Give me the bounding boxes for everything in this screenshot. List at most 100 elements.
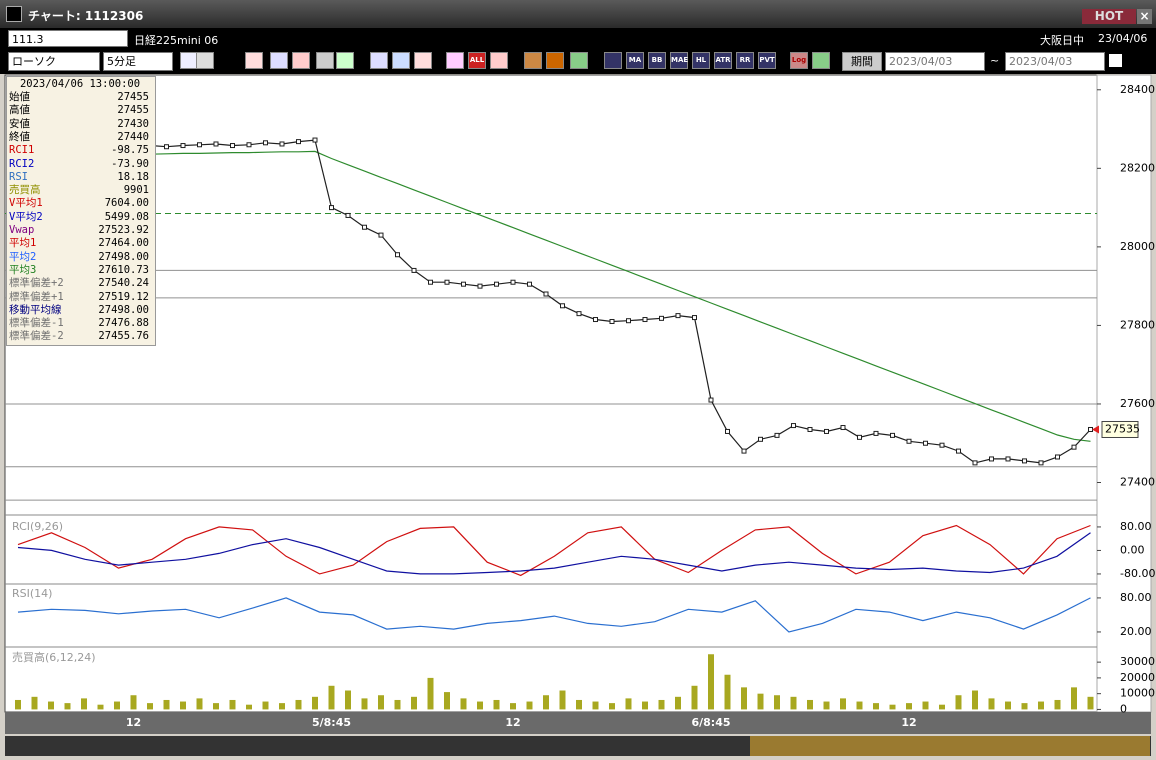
tool-button[interactable] <box>546 52 564 69</box>
date-from[interactable]: 2023/04/03 <box>885 52 985 71</box>
price-candle <box>362 224 367 230</box>
symbol-name: 日経225mini 06 <box>134 34 219 47</box>
volume-bar <box>477 701 483 710</box>
code-input[interactable]: 111.3 <box>8 30 128 47</box>
volume-bar <box>559 690 566 710</box>
info-value: 27476.88 <box>98 317 149 330</box>
tool-button[interactable] <box>812 52 830 69</box>
tool-button[interactable]: HL <box>692 52 710 69</box>
volume-bar <box>609 703 615 710</box>
volume-bar <box>906 703 912 710</box>
tool-button[interactable] <box>414 52 432 69</box>
chart-type-select[interactable]: ローソク <box>8 52 100 71</box>
volume-bar <box>279 703 285 710</box>
price-candle <box>494 281 499 287</box>
info-row: 標準偏差+1 27519.12 <box>9 291 151 304</box>
price-candle <box>692 315 697 321</box>
date-to[interactable]: 2023/04/03 <box>1005 52 1105 71</box>
info-label: V平均1 <box>9 197 43 210</box>
info-label: 高値 <box>9 104 30 117</box>
volume-bar <box>196 698 203 710</box>
volume-bar <box>1087 696 1094 710</box>
price-candle <box>989 456 994 462</box>
price-candle <box>477 283 483 289</box>
y-tick-label: 28400 <box>1120 83 1155 96</box>
info-value: 27610.73 <box>98 263 149 276</box>
tool-button[interactable] <box>270 52 288 69</box>
info-row: 始値 27455 <box>9 91 151 104</box>
price-candle <box>725 428 730 434</box>
tool-button[interactable]: RR <box>736 52 754 69</box>
tool-button[interactable] <box>490 52 508 69</box>
y-tick-label: 80.00 <box>1120 520 1152 533</box>
price-candle <box>642 317 648 323</box>
volume-bar <box>444 692 450 710</box>
price-candle <box>576 311 582 317</box>
app-icon <box>6 6 22 22</box>
tool-button[interactable]: MA <box>626 52 644 69</box>
tool-button[interactable]: BB <box>648 52 666 69</box>
tool-button[interactable] <box>370 52 388 69</box>
volume-bar <box>675 696 681 710</box>
y-tick-label: 0 <box>1120 702 1127 715</box>
price-candle <box>543 291 549 297</box>
tool-button[interactable] <box>524 52 542 69</box>
price-candle <box>972 460 978 466</box>
info-row: RCI1 -98.75 <box>9 144 151 157</box>
tool-button[interactable]: ALL <box>468 52 486 69</box>
price-candle <box>807 426 813 432</box>
volume-bar <box>295 699 302 710</box>
hot-button[interactable]: HOT <box>1082 9 1136 24</box>
tool-button[interactable] <box>570 52 588 69</box>
y-tick-label: 27600 <box>1120 397 1155 410</box>
price-candle <box>230 143 235 149</box>
checkbox[interactable] <box>1109 54 1122 67</box>
tool-button[interactable]: MAE <box>670 52 688 69</box>
scroll-thumb[interactable] <box>750 736 1150 756</box>
period-button[interactable]: 期間 <box>842 52 882 71</box>
volume-bar <box>625 698 632 710</box>
tool-button[interactable] <box>196 52 214 69</box>
volume-bar <box>708 654 714 710</box>
tool-button[interactable] <box>336 52 354 69</box>
period-select[interactable]: 5分足 <box>103 52 173 71</box>
info-label: 終値 <box>9 130 30 143</box>
volume-bar <box>526 701 533 710</box>
tool-button[interactable] <box>604 52 622 69</box>
tool-button[interactable] <box>316 52 334 69</box>
info-label: V平均2 <box>9 210 43 223</box>
price-candle <box>1005 456 1011 462</box>
volume-bar <box>427 677 434 710</box>
y-tick-label: 80.00 <box>1120 591 1152 604</box>
tool-button[interactable]: Log <box>790 52 808 69</box>
y-tick-label: 28200 <box>1120 161 1155 174</box>
volume-bar <box>345 690 351 710</box>
tool-button[interactable]: ATR <box>714 52 732 69</box>
price-candle <box>626 318 631 324</box>
close-button[interactable]: × <box>1137 9 1152 24</box>
tool-button[interactable]: PVT <box>758 52 776 69</box>
tool-button[interactable] <box>245 52 263 69</box>
price-candle <box>791 423 796 429</box>
price-candle <box>411 267 417 273</box>
info-label: 標準偏差-1 <box>9 317 64 330</box>
volume-bar <box>642 701 648 710</box>
price-candle <box>824 428 829 434</box>
y-tick-label: 0.00 <box>1120 543 1145 556</box>
tool-button[interactable] <box>446 52 464 69</box>
y-tick-label: 30000 <box>1120 655 1155 668</box>
tool-button[interactable] <box>292 52 310 69</box>
info-label: 移動平均線 <box>9 303 62 316</box>
volume-bar <box>81 698 87 710</box>
volume-bar <box>130 695 137 710</box>
tool-button[interactable] <box>392 52 410 69</box>
info-row: 平均2 27498.00 <box>9 251 151 264</box>
info-label: 平均1 <box>9 237 37 250</box>
window-title: チャート: 1112306 <box>28 9 144 23</box>
volume-bar <box>1071 687 1077 710</box>
price-candle <box>296 139 301 145</box>
info-panel: 2023/04/06 13:00:00 始値 27455 高値 27455 安値 2743… <box>6 76 156 346</box>
last-price-label: 27535 <box>1105 422 1140 435</box>
price-candle <box>659 315 664 321</box>
